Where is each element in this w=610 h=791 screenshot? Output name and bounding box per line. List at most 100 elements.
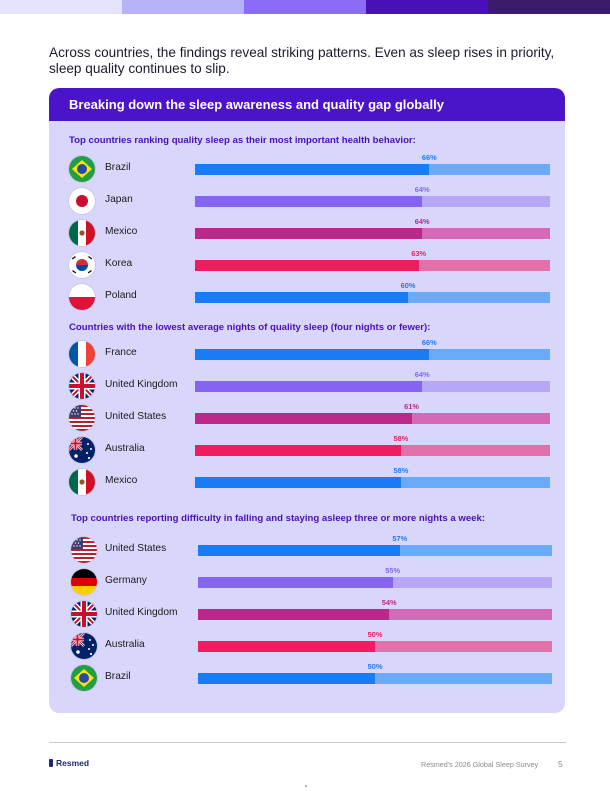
percent-label: 50% xyxy=(367,630,383,639)
france-flag-icon xyxy=(69,341,95,367)
bar-fill xyxy=(198,609,390,620)
bar-track xyxy=(195,164,550,175)
country-row: Germany 55% xyxy=(49,566,565,596)
bar-track xyxy=(195,260,550,271)
country-row: Australia 58% xyxy=(49,434,565,464)
bar-fill xyxy=(195,228,423,239)
percent-label: 57% xyxy=(392,534,408,543)
percent-label: 64% xyxy=(414,217,430,226)
bar-track xyxy=(195,292,550,303)
footer-divider xyxy=(49,742,566,743)
country-name: France xyxy=(105,347,137,358)
bar-track xyxy=(198,545,552,556)
bar-track xyxy=(195,445,550,456)
poland-flag-icon xyxy=(69,284,95,310)
brazil-flag-icon xyxy=(69,156,95,182)
footer-source: Resmed's 2026 Global Sleep Survey xyxy=(421,760,539,769)
bar-track xyxy=(195,349,550,360)
country-name: United States xyxy=(105,411,167,422)
percent-label: 66% xyxy=(421,338,437,347)
country-row: United States 61% xyxy=(49,402,565,432)
bar-fill xyxy=(195,349,430,360)
bar-fill xyxy=(195,292,408,303)
country-row: United Kingdom 54% xyxy=(49,598,565,628)
bar-fill xyxy=(198,673,375,684)
bar-fill xyxy=(198,641,375,652)
country-name: Mexico xyxy=(105,475,138,486)
mexico-flag-icon xyxy=(69,220,95,246)
bar-fill xyxy=(195,413,412,424)
bar-track xyxy=(198,609,552,620)
bar-track xyxy=(198,673,552,684)
section-title: Top countries reporting difficulty in fa… xyxy=(71,513,486,524)
country-row: Mexico 58% xyxy=(49,466,565,496)
japan-flag-icon xyxy=(69,188,95,214)
country-row: United Kingdom 64% xyxy=(49,370,565,400)
bar-fill xyxy=(198,545,400,556)
page-dot xyxy=(305,785,307,787)
country-name: United Kingdom xyxy=(105,379,178,390)
bar-fill xyxy=(198,577,393,588)
country-row: Poland 60% xyxy=(49,281,565,311)
percent-label: 55% xyxy=(385,566,401,575)
intro-text: Across countries, the findings reveal st… xyxy=(49,45,555,76)
percent-label: 60% xyxy=(400,281,416,290)
header-bar-segment xyxy=(244,0,366,14)
bar-track xyxy=(195,413,550,424)
percent-label: 58% xyxy=(393,466,409,475)
australia-flag-icon xyxy=(69,437,95,463)
sleep-gap-card: Breaking down the sleep awareness and qu… xyxy=(49,88,565,713)
percent-label: 64% xyxy=(414,185,430,194)
percent-label: 66% xyxy=(421,153,437,162)
percent-label: 63% xyxy=(411,249,427,258)
percent-label: 50% xyxy=(367,662,383,671)
us-flag-icon xyxy=(71,537,97,563)
uk-flag-icon xyxy=(71,601,97,627)
country-name: Australia xyxy=(105,639,145,650)
bar-fill xyxy=(195,445,401,456)
country-name: Brazil xyxy=(105,671,131,682)
brazil-flag-icon xyxy=(71,665,97,691)
card-title: Breaking down the sleep awareness and qu… xyxy=(49,88,565,121)
resmed-logo-icon xyxy=(49,759,53,767)
bar-track xyxy=(198,641,552,652)
country-row: Japan 64% xyxy=(49,185,565,215)
header-bar-segment xyxy=(488,0,610,14)
section-title: Top countries ranking quality sleep as t… xyxy=(69,135,416,146)
country-row: Mexico 64% xyxy=(49,217,565,247)
bar-track xyxy=(195,381,550,392)
section-title: Countries with the lowest average nights… xyxy=(69,322,431,333)
australia-flag-icon xyxy=(71,633,97,659)
country-name: Brazil xyxy=(105,162,131,173)
country-name: Mexico xyxy=(105,226,138,237)
bar-fill xyxy=(195,196,423,207)
bar-fill xyxy=(195,477,401,488)
country-name: Australia xyxy=(105,443,145,454)
country-row: Korea 63% xyxy=(49,249,565,279)
country-name: United Kingdom xyxy=(105,607,178,618)
country-name: Poland xyxy=(105,290,137,301)
korea-flag-icon xyxy=(69,252,95,278)
bar-fill xyxy=(195,260,419,271)
percent-label: 64% xyxy=(414,370,430,379)
mexico-flag-icon xyxy=(69,469,95,495)
page-number: 5 xyxy=(558,759,563,769)
bar-track xyxy=(198,577,552,588)
country-row: United States 57% xyxy=(49,534,565,564)
country-name: Korea xyxy=(105,258,133,269)
country-row: Brazil 50% xyxy=(49,662,565,692)
header-bar-segment xyxy=(122,0,244,14)
percent-label: 54% xyxy=(381,598,397,607)
germany-flag-icon xyxy=(71,569,97,595)
uk-flag-icon xyxy=(69,373,95,399)
bar-fill xyxy=(195,164,430,175)
us-flag-icon xyxy=(69,405,95,431)
bar-track xyxy=(195,196,550,207)
bar-track xyxy=(195,477,550,488)
header-bar-segment xyxy=(0,0,122,14)
country-row: Brazil 66% xyxy=(49,153,565,183)
header-color-bar xyxy=(0,0,610,14)
resmed-logo: Resmed xyxy=(49,758,89,768)
country-name: Japan xyxy=(105,194,133,205)
country-name: United States xyxy=(105,543,167,554)
